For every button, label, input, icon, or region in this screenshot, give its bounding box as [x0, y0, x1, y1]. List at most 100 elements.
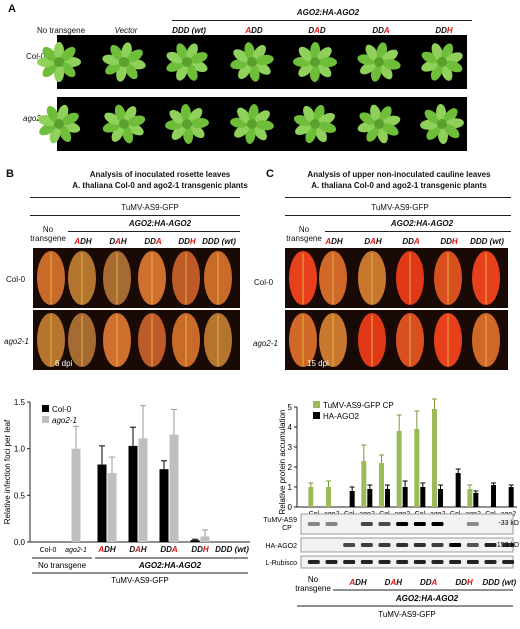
leaf — [434, 251, 462, 305]
blot-band — [378, 560, 391, 564]
virus-label: TuMV-AS9-GFP — [378, 610, 436, 619]
blot-band — [396, 543, 409, 547]
group-label-no: transgene — [295, 584, 331, 593]
panel-c-letter: C — [266, 168, 274, 180]
panel-c-no-transgene: No transgene — [286, 225, 322, 243]
rosette-plant — [357, 42, 401, 82]
blot-band — [449, 560, 462, 564]
panel-b-virus-line — [30, 215, 240, 216]
bar-ago2 — [107, 472, 117, 542]
blot-row-label: TuMV-AS9 — [263, 517, 297, 524]
bar-ha — [385, 489, 390, 507]
bar-ago2 — [200, 536, 210, 542]
bar-col0 — [190, 540, 200, 542]
panel-b-row-col0: Col-0 — [6, 275, 26, 284]
bar-ha — [420, 487, 426, 507]
panel-a-col-label: ADD — [245, 26, 263, 35]
panel-a-col-label: DDA — [372, 26, 390, 35]
bar-ha — [367, 489, 373, 507]
panel-b-col-label: DDA — [144, 237, 162, 246]
virus-label: TuMV-AS9-GFP — [111, 576, 169, 585]
leaf — [37, 251, 65, 305]
y-tick-label: 1 — [288, 483, 293, 492]
bar-cp — [361, 461, 367, 507]
bar-ha — [473, 493, 479, 507]
leaf — [358, 313, 386, 367]
leaf — [37, 313, 65, 367]
bar-cp — [308, 487, 314, 507]
rosette-plant — [102, 42, 146, 82]
rosette-plant — [421, 43, 463, 81]
legend-label-col0: Col-0 — [52, 405, 72, 414]
panel-a-header-line — [172, 20, 472, 21]
rosette-plant — [357, 104, 401, 144]
panel-a-row-col0: Col-0 — [26, 52, 46, 61]
blot-band — [431, 560, 444, 564]
bar-ha — [455, 473, 461, 507]
leaf — [68, 313, 96, 367]
bar-cp — [432, 409, 437, 507]
panel-a-header: AGO2:HA-AGO2 — [296, 8, 360, 17]
rosette-plant — [37, 42, 81, 82]
y-tick-label: 1.0 — [14, 445, 26, 454]
y-tick-label: 0.0 — [14, 538, 26, 547]
blot-band — [396, 560, 409, 564]
rosette-plant — [37, 104, 81, 144]
panel-c-col-label: ADH — [325, 237, 343, 246]
blot-band — [396, 522, 409, 526]
panel-b-col-label: DDH — [178, 237, 196, 246]
panel-b-row-ago2: ago2-1 — [4, 337, 29, 346]
leaf — [68, 251, 96, 305]
blot-band — [413, 543, 426, 547]
bar-ha — [491, 485, 496, 507]
blot-band — [431, 522, 444, 526]
panel-c-header-line — [325, 231, 511, 232]
leaf — [289, 313, 317, 367]
blot-band — [449, 543, 462, 547]
kd-label: -33 kD — [498, 520, 519, 527]
blot-band — [502, 560, 515, 564]
leaf — [472, 313, 500, 367]
y-tick-label: 0 — [288, 503, 293, 512]
rosette-plant — [293, 42, 337, 82]
panel-c-virus: TuMV-AS9-GFP — [371, 203, 429, 212]
panel-c-dpi-label: 15 dpi — [307, 359, 329, 368]
blot-band — [466, 560, 479, 564]
blot-band — [360, 560, 373, 564]
x-group-label: ADH — [97, 545, 116, 554]
panel-c-col-label: DDH — [440, 237, 458, 246]
leaf — [434, 313, 462, 367]
blot-band — [307, 522, 320, 526]
panel-c-row-ago2: ago2-1 — [253, 339, 278, 348]
bar-cp — [414, 429, 420, 507]
blot-band — [325, 560, 338, 564]
blot-band — [360, 522, 373, 526]
panel-c-title-2: A. thaliana Col-0 and ago2-1 transgenic … — [311, 181, 487, 190]
blot-band — [307, 560, 320, 564]
blot-row-label: CP — [282, 525, 292, 532]
blot-band — [431, 543, 444, 547]
bar-cp — [396, 431, 402, 507]
legend-label-ha: HA-AGO2 — [323, 412, 360, 421]
bar-ago2 — [71, 448, 81, 542]
panel-a-letter: A — [8, 3, 16, 15]
leaf — [472, 251, 500, 305]
x-group-label: DAH — [129, 545, 147, 554]
y-tick-label: 3 — [288, 443, 293, 452]
panel-c-col-label: DDD (wt) — [470, 237, 504, 246]
blot-band — [502, 543, 515, 547]
panel-b-chart: 0.0 0.5 1.0 1.5 Relative infection foci per … — [3, 398, 250, 585]
panel-b-header: AGO2:HA-AGO2 — [128, 219, 192, 228]
bar-cp — [326, 487, 331, 507]
x-group-label: DDH — [191, 545, 209, 554]
leaf — [103, 313, 131, 367]
legend-swatch-cp — [313, 401, 320, 408]
leaf — [358, 251, 386, 305]
blot-band — [360, 543, 373, 547]
x-tick-label: Col-0 — [40, 547, 57, 554]
rosette-plant — [293, 104, 337, 144]
x-tick-label: ago2-1 — [65, 547, 87, 554]
panel-b-title-2: A. thaliana Col-0 and ago2-1 transgenic … — [72, 181, 248, 190]
y-axis-label: Relative protein accumulation — [278, 410, 287, 515]
